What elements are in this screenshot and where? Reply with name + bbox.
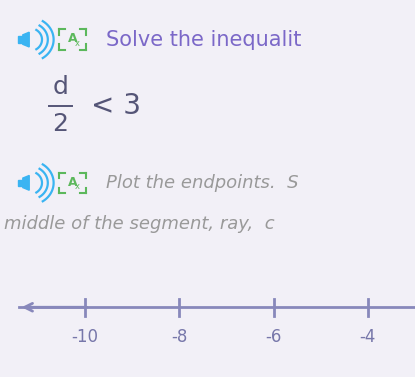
- Text: A: A: [68, 176, 78, 189]
- Polygon shape: [17, 37, 23, 43]
- Polygon shape: [23, 175, 29, 190]
- Text: < 3: < 3: [91, 92, 141, 120]
- Text: x: x: [75, 39, 80, 48]
- Text: -4: -4: [360, 328, 376, 346]
- Text: Solve the inequalit: Solve the inequalit: [106, 29, 301, 50]
- Text: -6: -6: [265, 328, 282, 346]
- Text: d: d: [52, 75, 68, 100]
- Text: Plot the endpoints.  S: Plot the endpoints. S: [106, 174, 298, 192]
- Text: A: A: [68, 32, 78, 46]
- Text: x: x: [75, 182, 80, 191]
- Text: middle of the segment, ray,  c: middle of the segment, ray, c: [4, 215, 275, 233]
- Polygon shape: [17, 180, 23, 186]
- Polygon shape: [23, 32, 29, 47]
- Text: -10: -10: [71, 328, 98, 346]
- Text: -8: -8: [171, 328, 188, 346]
- Text: 2: 2: [52, 112, 68, 136]
